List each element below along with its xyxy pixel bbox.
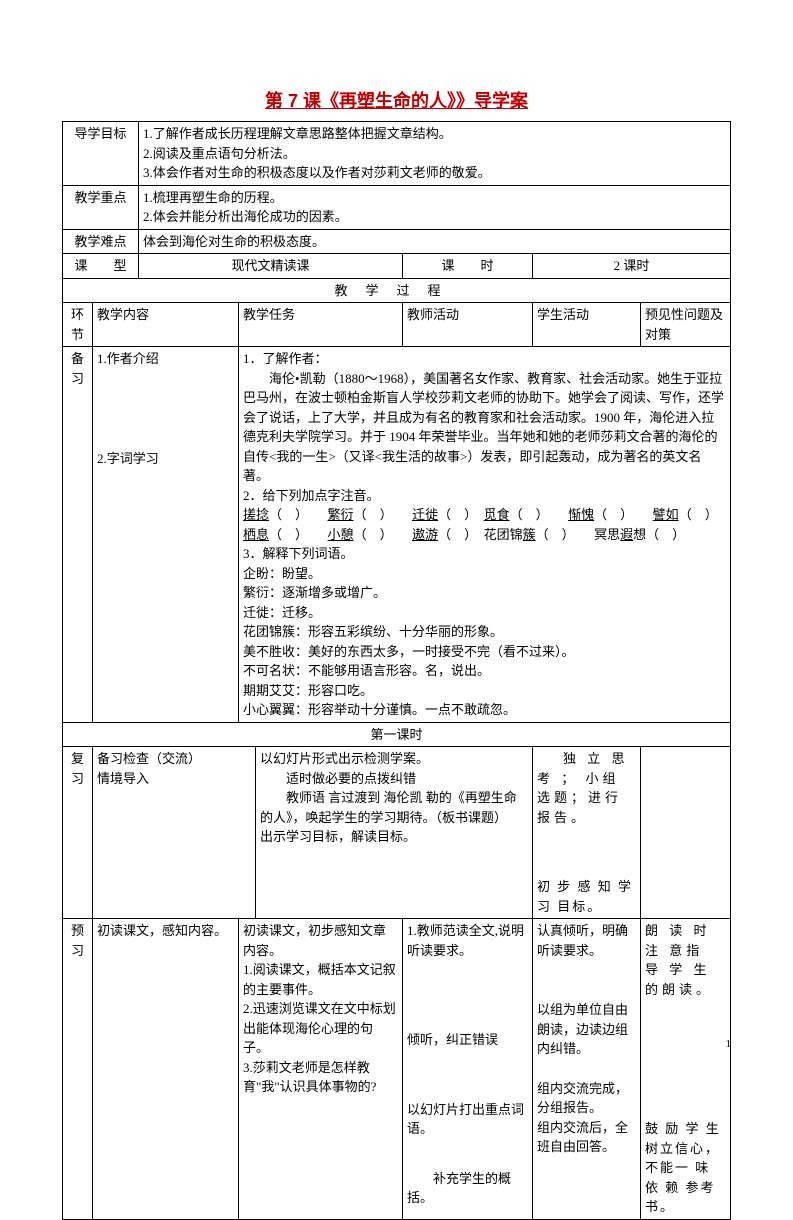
focus-label: 教学重点 [63,185,139,229]
goal-row: 导学目标 1.了解作者成长历程理解文章思路整体把握文章结构。 2.阅读及重点语句… [63,122,731,186]
diff-row: 教学难点 体会到海伦对生命的积极态度。 [63,229,731,254]
fuxi-note [641,747,731,919]
diff-label: 教学难点 [63,229,139,254]
pinyin-line-1: 搓捻（ ） 繁衍（ ） 迁徙（ ） 觅食（ ） 惭愧（ ） 譬如（ ） [243,505,726,525]
goal-2: 2.阅读及重点语句分析法。 [143,144,726,164]
def-7: 期期艾艾：形容口吃。 [243,681,726,701]
def-4: 花团锦簇：形容五彩缤纷、十分华丽的形象。 [243,622,726,642]
focus-content: 1.梳理再塑生命的历程。 2.体会并能分析出海伦成功的因素。 [139,185,731,229]
beixi-content-1: 1.作者介绍 [97,349,234,369]
goal-label: 导学目标 [63,122,139,186]
beixi-task-title: 1．了解作者： [243,349,726,369]
yuxi-note-1: 朗 读 时 注 意指 导 学 生 的朗读。 [645,921,726,999]
beixi-task: 1．了解作者： 海伦•凯勒（1880～1968），美国著名女作家、教育家、社会活… [239,347,731,723]
fuxi-content-1: 备习检查（交流） [97,749,251,769]
def-8: 小心翼翼：形容举动十分谨慎。一点不敢疏忽。 [243,700,726,720]
col-c3: 教学任务 [239,303,403,347]
period1-row: 第一课时 [63,722,731,747]
goal-content: 1.了解作者成长历程理解文章思路整体把握文章结构。 2.阅读及重点语句分析法。 … [139,122,731,186]
beixi-task-2: 2．给下列加点字注音。 [243,486,726,506]
pinyin-line-2: 栖息（ ） 小憩（ ） 遨游（ ） 花团锦簇（ ） 冥思遐想（ ） [243,525,726,545]
focus-1: 1.梳理再塑生命的历程。 [143,188,726,208]
yuxi-task: 初读课文，初步感知文章内容。 1.阅读课文，概括本文记叙的主要事件。 2.迅速浏… [239,919,403,1220]
col-c4: 教师活动 [403,303,533,347]
type-val: 现代文精读课 [139,254,403,279]
yuxi-student-4: 组内交流后，全班自由回答。 [537,1118,636,1157]
yuxi-teacher-3: 以幻灯片打出重点词语。 [407,1100,528,1139]
period1-label: 第一课时 [63,722,731,747]
beixi-label: 备 习 [63,347,93,723]
page-number: 1 [726,1036,732,1053]
yuxi-teacher-1: 1.教师范读全文,说明听读要求。 [407,921,528,960]
fuxi-student-1: 独 立 思 考 ； 小组选题；进行报告。 [537,749,636,827]
yuxi-teacher: 1.教师范读全文,说明听读要求。 倾听，纠正错误 以幻灯片打出重点词语。 补充学… [403,919,533,1220]
fuxi-teacher-1: 以幻灯片形式出示检测学案。 [260,749,528,769]
yuxi-teacher-2: 倾听，纠正错误 [407,1030,528,1050]
col-c1: 环节 [63,303,93,347]
page-title: 第 7 课《再塑生命的人》》导学案 [62,88,731,115]
beixi-task-3: 3．解释下列词语。 [243,544,726,564]
def-1: 企盼：盼望。 [243,564,726,584]
focus-row: 教学重点 1.梳理再塑生命的历程。 2.体会并能分析出海伦成功的因素。 [63,185,731,229]
goal-3: 3.体会作者对生命的积极态度以及作者对莎莉文老师的敬爱。 [143,163,726,183]
col-c5: 学生活动 [533,303,641,347]
fuxi-teacher-2: 适时做必要的点拨纠错 [260,769,528,789]
yuxi-task-2: 1.阅读课文，概括本文记叙的主要事件。 [243,960,398,999]
yuxi-task-3: 2.迅速浏览课文在文中标划出能体现海伦心理的句子。 [243,999,398,1058]
beixi-content: 1.作者介绍 2.字词学习 [93,347,239,723]
def-5: 美不胜收：美好的东西太多，一时接受不完（看不过来）。 [243,642,726,662]
yuxi-student: 认真倾听，明确听读要求。 以组为单位自由朗读，边读边组内纠错。 组内交流完成，分… [533,919,641,1220]
focus-2: 2.体会并能分析出海伦成功的因素。 [143,207,726,227]
type-row: 课 型 现代文精读课 课 时 2 课时 [63,254,731,279]
beixi-content-2: 2.字词学习 [97,449,234,469]
yuxi-label: 预 习 [63,919,93,1220]
keshi-val: 2 课时 [533,254,731,279]
yuxi-row: 预 习 初读课文，感知内容。 初读课文，初步感知文章内容。 1.阅读课文，概括本… [63,919,731,1220]
process-label: 教学过程 [63,278,731,303]
fuxi-teacher-3: 教师语 言过渡到 海伦凯 勒的《再塑生命的人》，唤起学生的学习期待。（板书课题） [260,788,528,827]
yuxi-student-3: 组内交流完成，分组报告。 [537,1079,636,1118]
fuxi-content-2: 情境导入 [97,769,251,789]
fuxi-row: 复 习 备习检查（交流） 情境导入 以幻灯片形式出示检测学案。 适时做必要的点拨… [63,747,731,919]
col-header: 环节 教学内容 教学任务 教师活动 学生活动 预见性问题及对策 [63,303,731,347]
yuxi-task-4: 3.莎莉文老师是怎样教育"我"认识具体事物的? [243,1058,398,1097]
beixi-row: 备 习 1.作者介绍 2.字词学习 1．了解作者： 海伦•凯勒（1880～196… [63,347,731,723]
yuxi-content: 初读课文，感知内容。 [93,919,239,1220]
fuxi-student-2: 初 步 感 知 学 习 目标。 [537,877,636,916]
process-row: 教学过程 [63,278,731,303]
yuxi-note: 朗 读 时 注 意指 导 学 生 的朗读。 鼓 励 学 生 树立信心，不能一 味… [641,919,731,1220]
beixi-task-p1: 海伦•凯勒（1880～1968），美国著名女作家、教育家、社会活动家。她生于亚拉… [243,369,726,486]
yuxi-content-1: 初读课文，感知内容。 [97,921,234,941]
fuxi-teacher: 以幻灯片形式出示检测学案。 适时做必要的点拨纠错 教师语 言过渡到 海伦凯 勒的… [256,747,533,919]
diff-content: 体会到海伦对生命的积极态度。 [139,229,731,254]
yuxi-note-2: 鼓 励 学 生 树立信心，不能一 味 依 赖 参考书。 [645,1119,726,1217]
def-6: 不可名状：不能够用语言形容。名，说出。 [243,661,726,681]
yuxi-student-1: 认真倾听，明确听读要求。 [537,921,636,960]
yuxi-student-2: 以组为单位自由朗读，边读边组内纠错。 [537,1000,636,1059]
yuxi-task-1: 初读课文，初步感知文章内容。 [243,921,398,960]
col-c6: 预见性问题及对策 [641,303,731,347]
yuxi-teacher-4: 补充学生的概括。 [407,1169,528,1208]
fuxi-teacher-4: 出示学习目标，解读目标。 [260,827,528,847]
goal-1: 1.了解作者成长历程理解文章思路整体把握文章结构。 [143,124,726,144]
fuxi-label: 复 习 [63,747,93,919]
col-c2: 教学内容 [93,303,239,347]
fuxi-student: 独 立 思 考 ； 小组选题；进行报告。 初 步 感 知 学 习 目标。 [533,747,641,919]
type-label: 课 型 [63,254,139,279]
fuxi-content: 备习检查（交流） 情境导入 [93,747,256,919]
def-3: 迁徙：迁移。 [243,603,726,623]
def-2: 繁衍：逐渐增多或增广。 [243,583,726,603]
keshi-label: 课 时 [403,254,533,279]
lesson-plan-table: 导学目标 1.了解作者成长历程理解文章思路整体把握文章结构。 2.阅读及重点语句… [62,121,731,1220]
